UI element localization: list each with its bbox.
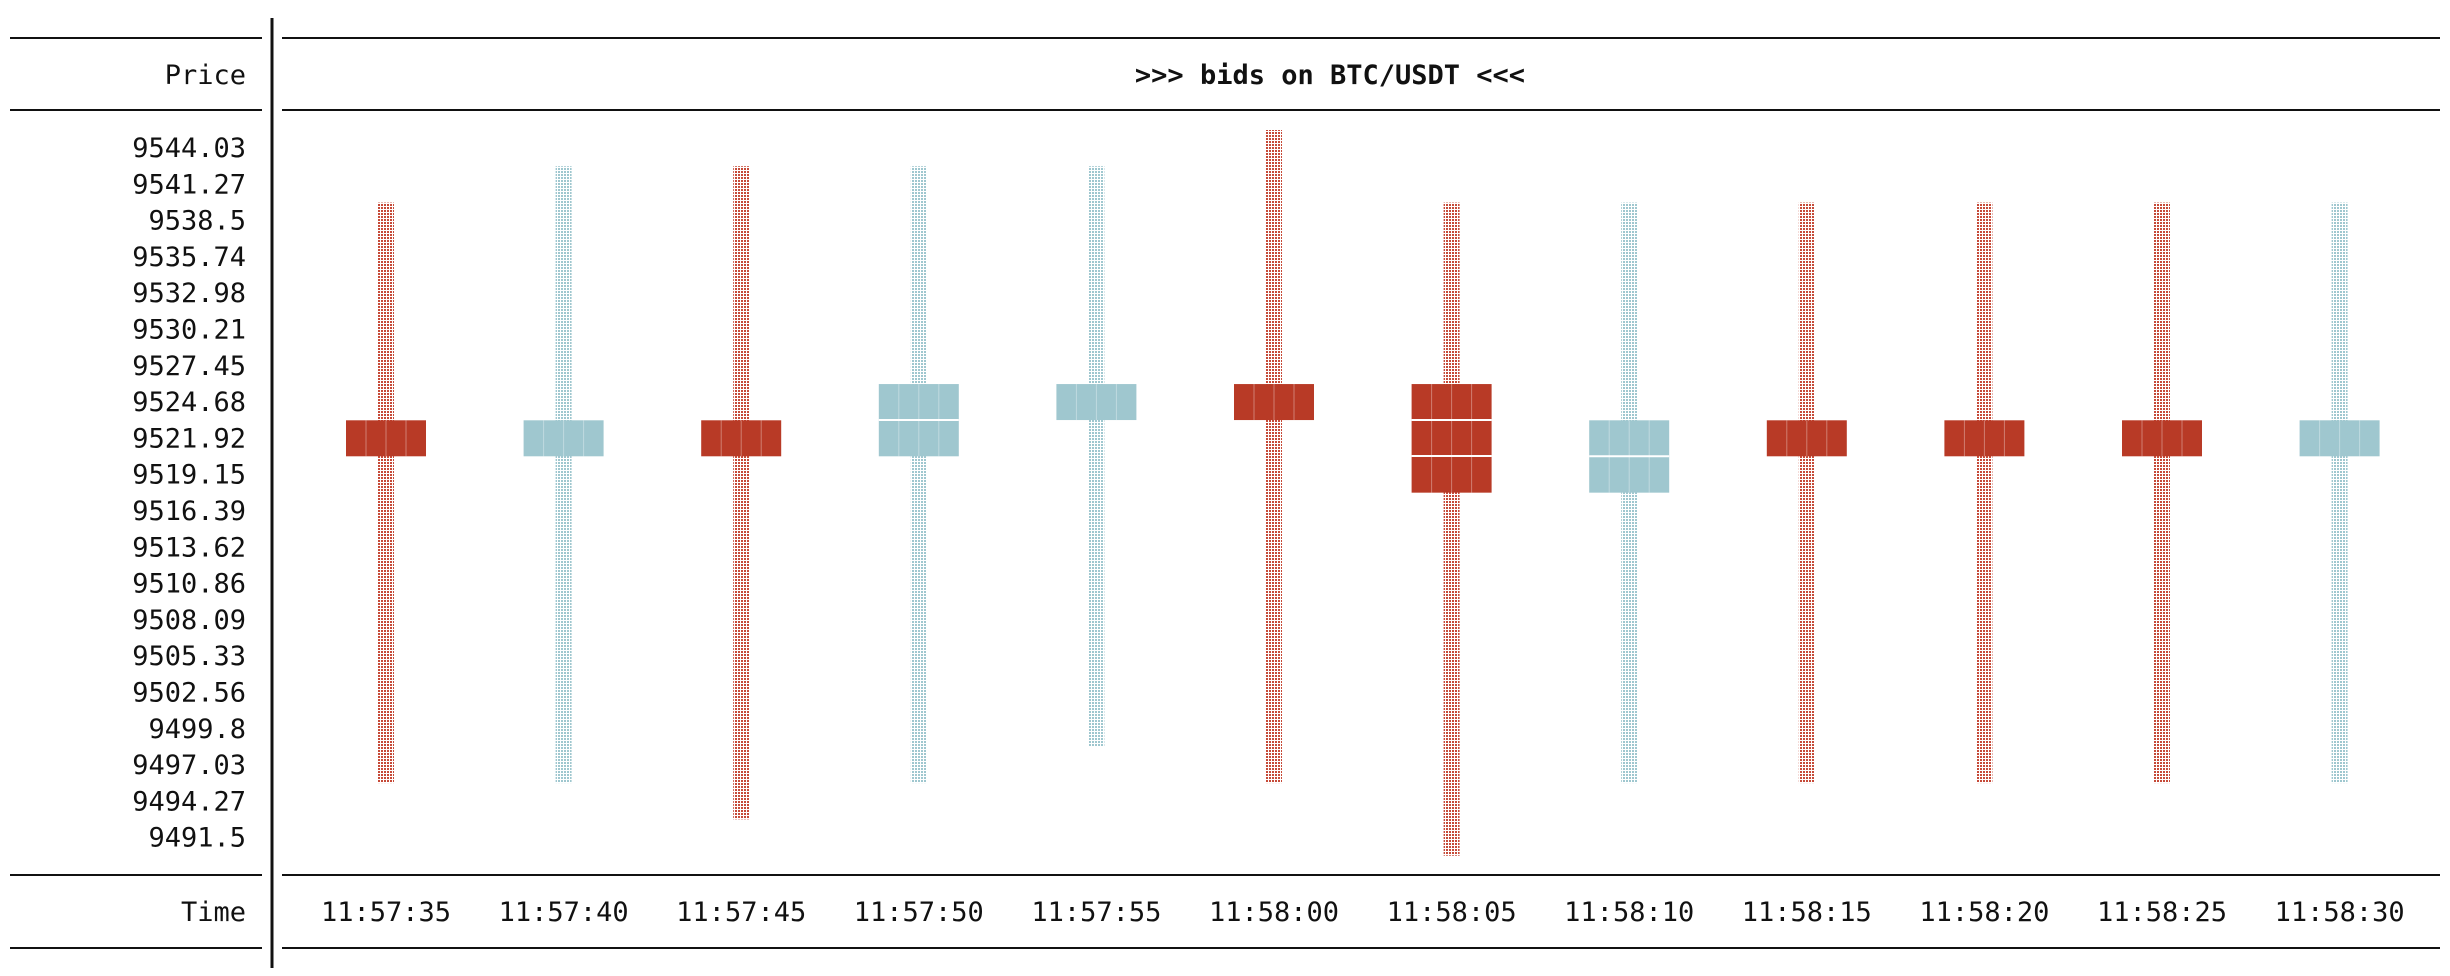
time-tick-label: 11:58:20 [1919,897,2049,928]
frame-lines [10,18,2440,968]
price-tick-label: 9502.56 [132,678,246,709]
candle-11:58:15 [1766,202,1847,784]
candle-11:57:50 [878,166,959,784]
candle-11:58:10 [1589,202,1670,784]
price-tick-label: 9519.15 [132,460,246,491]
candle-11:57:55 [1056,166,1137,747]
time-header: Time [181,897,246,928]
price-axis: 9544.03 9541.27 9538.5 9535.74 9532.98 9530.2… [132,133,246,854]
candle-body [523,420,604,457]
price-tick-label: 9544.03 [132,133,246,164]
candle-wick [1266,130,1282,784]
candle-body [1056,384,1137,421]
candle-11:58:00 [1234,130,1314,784]
price-tick-label: 9505.33 [132,641,246,672]
candle-wick [378,202,394,784]
time-tick-label: 11:58:30 [2275,897,2405,928]
candle-wick [1088,166,1105,747]
candle-body [1234,384,1314,421]
candle-wick [2154,202,2170,784]
candle-body [2299,420,2380,457]
price-tick-label: 9494.27 [132,786,246,817]
time-axis: 11:57:35 11:57:40 11:57:45 11:57:50 11:57:55… [321,897,2405,928]
candle-wick [1798,202,1815,784]
candle-wick [733,166,750,820]
price-tick-label: 9497.03 [132,750,246,781]
time-tick-label: 11:57:55 [1031,897,1161,928]
candle-body [346,420,426,457]
price-tick-label: 9535.74 [132,242,246,273]
candle-wick [2331,202,2348,784]
candle-11:58:30 [2299,202,2380,784]
time-tick-label: 11:57:50 [854,897,984,928]
time-tick-label: 11:57:45 [676,897,806,928]
time-tick-label: 11:58:15 [1742,897,1872,928]
candle-wick [910,166,927,784]
candle-wick [555,166,572,784]
price-tick-label: 9521.92 [132,423,246,454]
candle-body [701,420,782,457]
candle-11:58:20 [1944,202,2025,784]
candle-body [1944,420,2025,457]
candle-body [1766,420,1847,457]
price-tick-label: 9508.09 [132,605,246,636]
candle-11:57:35 [346,202,426,784]
price-tick-label: 9538.5 [148,206,246,237]
candle-11:57:40 [523,166,604,784]
price-tick-label: 9541.27 [132,169,246,200]
price-tick-label: 9516.39 [132,496,246,527]
candle-wick [1443,202,1460,856]
candle-body [1411,384,1492,493]
price-tick-label: 9499.8 [148,714,246,745]
time-tick-label: 11:57:40 [499,897,629,928]
candle-11:58:05 [1411,202,1492,856]
price-tick-label: 9510.86 [132,569,246,600]
price-tick-label: 9532.98 [132,278,246,309]
candle-wick [1621,202,1638,784]
price-tick-label: 9530.21 [132,315,246,346]
candle-body [2122,420,2202,457]
time-tick-label: 11:58:25 [2097,897,2227,928]
time-tick-label: 11:58:00 [1209,897,1339,928]
chart-title: >>> bids on BTC/USDT <<< [1135,60,1525,91]
candle-11:57:45 [701,166,782,820]
price-tick-label: 9491.5 [148,823,246,854]
price-tick-label: 9513.62 [132,532,246,563]
price-tick-label: 9524.68 [132,387,246,418]
price-tick-label: 9527.45 [132,351,246,382]
candle-wick [1976,202,1993,784]
candles [346,130,2380,856]
time-tick-label: 11:57:35 [321,897,451,928]
time-tick-label: 11:58:10 [1564,897,1694,928]
candle-11:58:25 [2122,202,2202,784]
time-tick-label: 11:58:05 [1387,897,1517,928]
price-header: Price [165,60,246,91]
